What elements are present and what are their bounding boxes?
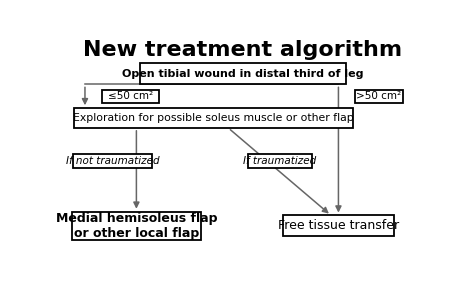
- FancyBboxPatch shape: [247, 154, 312, 168]
- Text: If traumatized: If traumatized: [243, 156, 316, 166]
- Text: New treatment algorithm: New treatment algorithm: [83, 40, 402, 60]
- FancyBboxPatch shape: [140, 63, 346, 84]
- FancyBboxPatch shape: [283, 215, 393, 236]
- Text: Open tibial wound in distal third of leg: Open tibial wound in distal third of leg: [122, 69, 364, 79]
- Text: Medial hemisoleus flap
or other local flap: Medial hemisoleus flap or other local fl…: [55, 212, 217, 240]
- FancyBboxPatch shape: [74, 108, 353, 128]
- FancyBboxPatch shape: [72, 212, 201, 240]
- Text: >50 cm²: >50 cm²: [356, 92, 401, 102]
- FancyBboxPatch shape: [355, 90, 403, 103]
- FancyBboxPatch shape: [73, 154, 152, 168]
- FancyBboxPatch shape: [102, 90, 159, 103]
- Text: If not traumatized: If not traumatized: [66, 156, 159, 166]
- Text: Free tissue transfer: Free tissue transfer: [278, 219, 399, 233]
- Text: ≤50 cm²: ≤50 cm²: [109, 92, 154, 102]
- Text: Exploration for possible soleus muscle or other flap: Exploration for possible soleus muscle o…: [73, 113, 354, 123]
